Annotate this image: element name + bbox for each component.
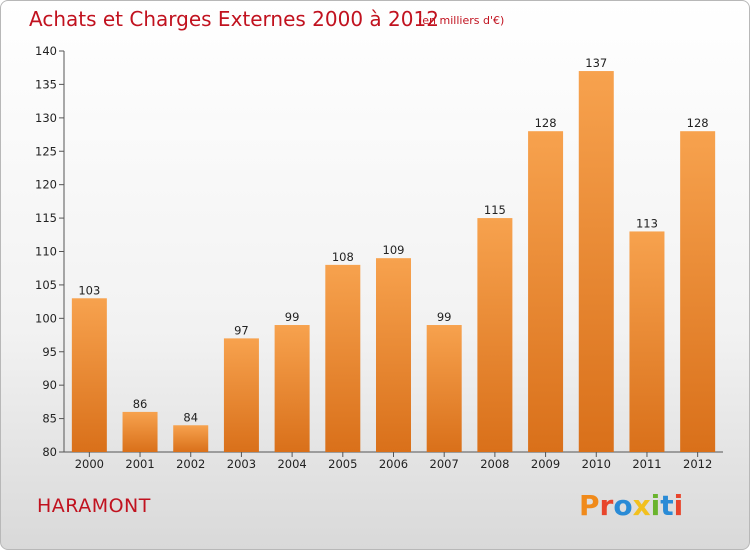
proxiti-logo[interactable]: Proxiti [579, 489, 683, 522]
x-tick-label-2004: 2004 [277, 457, 306, 471]
value-label-2004: 99 [285, 310, 300, 324]
bar-2006 [376, 258, 411, 452]
logo-letter: i [650, 489, 661, 522]
value-label-2006: 109 [383, 243, 405, 257]
value-label-2002: 84 [183, 410, 198, 424]
x-tick-label-2002: 2002 [176, 457, 205, 471]
y-tick-label: 95 [42, 345, 57, 359]
chart-bars: 103 86 84 97 99 108 109 99 115 128 137 113 128 [71, 56, 716, 453]
chart-axes: 80 85 90 95 100 105 110 115 120 125 130 135 140 2000 2… [35, 44, 723, 471]
chart-title: Achats et Charges Externes 2000 à 2012 [29, 7, 439, 31]
value-label-2011: 113 [636, 216, 658, 230]
bar-2011 [629, 231, 665, 452]
bar-2003 [223, 338, 259, 452]
x-tick-label-2003: 2003 [227, 457, 256, 471]
y-tick-label: 110 [35, 245, 57, 259]
x-tick-label-2005: 2005 [328, 457, 357, 471]
bar-2005 [325, 264, 361, 452]
y-tick-label: 115 [35, 211, 57, 225]
bar-2009 [528, 131, 564, 452]
value-label-2007: 99 [437, 310, 452, 324]
y-tick-label: 85 [42, 412, 57, 426]
y-tick-label: 90 [42, 378, 57, 392]
value-label-2003: 97 [234, 323, 249, 337]
logo-letter: r [599, 489, 614, 522]
bar-2001 [122, 411, 158, 452]
value-label-2000: 103 [78, 283, 100, 297]
x-tick-label-2001: 2001 [125, 457, 154, 471]
x-tick-label-2000: 2000 [75, 457, 104, 471]
y-tick-label: 100 [35, 311, 57, 325]
bar-2000 [71, 298, 107, 452]
value-label-2005: 108 [332, 250, 354, 264]
x-tick-label-2009: 2009 [531, 457, 560, 471]
y-tick-label: 140 [35, 44, 57, 58]
y-tick-label: 120 [35, 178, 57, 192]
value-label-2008: 115 [484, 203, 506, 217]
x-tick-label-2011: 2011 [632, 457, 661, 471]
value-label-2009: 128 [535, 116, 557, 130]
value-label-2012: 128 [687, 116, 709, 130]
value-label-2010: 137 [585, 56, 607, 70]
logo-letter: x [632, 489, 651, 522]
bar-2007 [426, 325, 462, 452]
x-tick-label-2010: 2010 [582, 457, 611, 471]
y-tick-label: 135 [35, 77, 57, 91]
y-tick-label: 105 [35, 278, 57, 292]
x-tick-label-2012: 2012 [683, 457, 712, 471]
chart-subtitle: (en milliers d'€) [418, 14, 505, 27]
logo-letter: P [579, 489, 600, 522]
y-tick-label: 130 [35, 111, 57, 125]
logo-letter: t [660, 489, 674, 522]
y-tick-label: 125 [35, 144, 57, 158]
bar-2012 [680, 131, 716, 452]
logo-letter: i [673, 489, 684, 522]
bar-2002 [173, 425, 209, 452]
x-tick-label-2007: 2007 [430, 457, 459, 471]
bar-2008 [477, 218, 513, 452]
bar-2010 [578, 71, 614, 453]
x-tick-label-2006: 2006 [379, 457, 408, 471]
town-name: HARAMONT [37, 495, 151, 517]
value-label-2001: 86 [133, 397, 148, 411]
y-tick-label: 80 [42, 445, 57, 459]
logo-letter: o [613, 489, 633, 522]
bar-2004 [274, 325, 310, 452]
x-tick-label-2008: 2008 [480, 457, 509, 471]
